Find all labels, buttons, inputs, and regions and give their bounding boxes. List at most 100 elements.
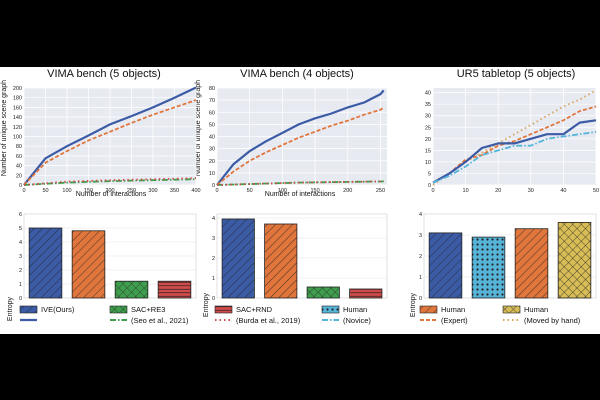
y-tick-label: 6	[19, 212, 22, 218]
legend-human-moved: Human (Moved by hand)	[502, 305, 581, 325]
legend-novice-dots	[322, 306, 339, 313]
y-tick-label: 5	[428, 171, 431, 177]
x-tick-label: 250	[376, 188, 385, 194]
legend-human-expert: Human (Expert)	[419, 305, 468, 325]
y-tick-label: 50	[209, 122, 215, 128]
x-tick-label: 10	[463, 188, 469, 194]
series-line-sac-rnd	[216, 180, 384, 186]
legend-ive-hatch	[20, 306, 37, 313]
legend-ive: IVE(Ours)	[19, 305, 75, 322]
series-line-ive-ours-	[23, 86, 197, 186]
legend-moved-label: Human	[524, 305, 548, 314]
x-tick-label: 400	[191, 188, 200, 194]
x-tick-label: 50	[247, 188, 253, 194]
legend-novice-sub: (Novice)	[343, 316, 371, 325]
x-tick-label: 40	[560, 188, 566, 194]
y-tick-label: 25	[425, 125, 431, 131]
x-tick-label: 350	[170, 188, 179, 194]
x-tick-label: 30	[528, 188, 534, 194]
y-tick-label: 10	[425, 160, 431, 166]
bar-sac-rnd-pattern	[158, 281, 191, 298]
y-tick-label: 15	[425, 148, 431, 154]
y-tick-label: 4	[419, 212, 422, 218]
bar-chart-vima-4: 0 1 2 3 4	[212, 213, 388, 302]
bar-chart-3-ylabel: Entropy	[410, 292, 417, 317]
y-tick-label: 20	[425, 137, 431, 143]
series-line-human-moved-by-hand-	[432, 89, 597, 186]
y-tick-label: 0	[212, 183, 215, 189]
y-tick-label: 60	[16, 154, 22, 160]
line-chart-1-title: VIMA bench (5 objects)	[47, 68, 161, 80]
legend-seo-citation: (Seo et al., 2021)	[131, 316, 189, 325]
bar-sac-re3-pattern	[307, 287, 340, 298]
legend-burda-citation: (Burda et al., 2019)	[236, 316, 301, 325]
x-tick-label: 250	[127, 188, 136, 194]
series-line-human-expert-	[432, 105, 597, 184]
line-chart-vima-4: 0 10 20 30 40 50 60 70 80 0 50 100 150 200 250	[209, 86, 387, 194]
y-tick-label: 2	[419, 254, 422, 260]
y-tick-label: 3	[212, 236, 215, 242]
x-tick-label: 100	[278, 188, 287, 194]
line-chart-ur5: 0 5 10 15 20 25 30 35 40 0 10 20 30 40 50	[425, 88, 599, 194]
x-tick-label: 200	[105, 188, 114, 194]
legend-expert-hatch	[420, 306, 437, 313]
y-tick-label: 0	[419, 296, 422, 302]
y-tick-label: 0	[428, 183, 431, 189]
legend-human-novice: Human (Novice)	[321, 305, 371, 325]
y-tick-label: 80	[209, 86, 215, 92]
y-tick-label: 2	[212, 256, 215, 262]
y-tick-label: 1	[19, 282, 22, 288]
bar-ive-ours--pattern	[29, 228, 62, 298]
y-tick-label: 4	[19, 240, 22, 246]
y-tick-label: 1	[419, 275, 422, 281]
y-tick-label: 80	[16, 144, 22, 150]
bar-sac-re3-pattern	[115, 281, 148, 298]
legend-ive-label: IVE(Ours)	[41, 305, 75, 314]
y-tick-label: 10	[209, 171, 215, 177]
legend-sac-rnd-hatch	[215, 306, 232, 313]
series-line-human-novice-	[432, 131, 597, 184]
y-tick-label: 4	[212, 216, 215, 222]
bar-chart-vima-5: 0 1 2 3 4 5 6	[19, 212, 197, 302]
legend-sac-re3-label: SAC+RE3	[131, 305, 165, 314]
series-line-human-expert-	[216, 106, 385, 186]
line-chart-1-ylabel: Number of unique scene graph	[1, 80, 8, 176]
x-tick-label: 150	[84, 188, 93, 194]
y-tick-label: 40	[425, 91, 431, 97]
x-tick-label: 0	[215, 188, 218, 194]
bar-sac-rnd-pattern	[349, 289, 382, 298]
series-line-ive-ours-	[216, 89, 385, 186]
x-tick-label: 0	[22, 188, 25, 194]
legend-expert-label: Human	[441, 305, 465, 314]
legend-sac-rnd: SAC+RND (Burda et al., 2019)	[214, 305, 301, 325]
y-tick-label: 20	[209, 159, 215, 165]
bar-human-expert--pattern	[72, 230, 105, 298]
y-tick-label: 3	[419, 233, 422, 239]
line-chart-2-title: VIMA bench (4 objects)	[240, 68, 354, 80]
y-tick-label: 120	[13, 125, 22, 131]
bar-ive-ours--pattern	[429, 232, 462, 298]
x-tick-label: 20	[495, 188, 501, 194]
x-tick-label: 300	[148, 188, 157, 194]
y-tick-label: 100	[13, 135, 22, 141]
bar-chart-ur5: 0 1 2 3 4	[419, 212, 597, 302]
y-tick-label: 40	[16, 164, 22, 170]
y-tick-label: 70	[209, 98, 215, 104]
y-tick-label: 5	[19, 226, 22, 232]
y-tick-label: 60	[209, 110, 215, 116]
x-tick-label: 200	[343, 188, 352, 194]
legend-sac-re3-hatch	[110, 306, 127, 313]
y-tick-label: 30	[425, 114, 431, 120]
line-chart-vima-5: 0 20 40 60 80 100 120 140 160 180 200 0 50 100 150 200 2…	[13, 86, 201, 194]
legend-sac-re3: SAC+RE3 (Seo et al., 2021)	[109, 305, 189, 325]
y-tick-label: 0	[19, 296, 22, 302]
figure-svg: VIMA bench (5 objects) VIMA bench (4 obj…	[1, 68, 599, 325]
bar-chart-2-ylabel: Entropy	[203, 292, 210, 317]
line-chart-3-title: UR5 tabletop (5 objects)	[457, 68, 576, 80]
y-tick-label: 2	[19, 268, 22, 274]
line-chart-2-xlabel: Number of interactions	[265, 191, 336, 198]
bar-human-novice--pattern	[472, 237, 505, 298]
legend-novice-label: Human	[343, 305, 367, 314]
y-tick-label: 200	[13, 86, 22, 92]
y-tick-label: 30	[209, 147, 215, 153]
